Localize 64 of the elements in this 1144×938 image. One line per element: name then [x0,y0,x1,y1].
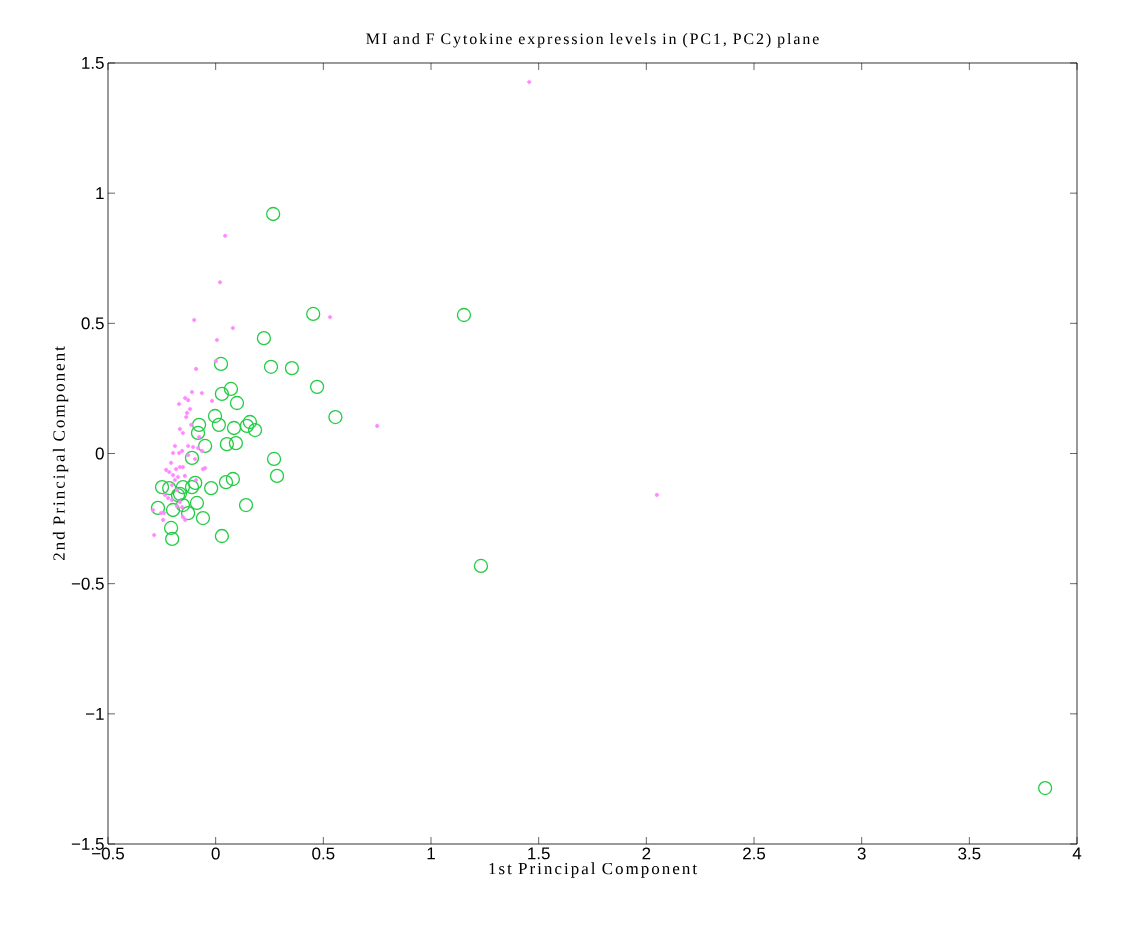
x-tick-label: 4 [1072,847,1082,860]
point [165,502,181,518]
x-tick-label: 3 [857,847,866,860]
point [247,422,263,438]
point [191,417,207,433]
y-tick-label: 0.5 [81,317,104,330]
point [225,471,241,487]
point [269,468,285,484]
y-tick-label: 1.5 [82,57,104,69]
point [219,436,235,452]
y-tick-label: 1 [96,187,104,199]
point [456,307,472,323]
y-axis-title: 2nd Principal Component [52,346,69,561]
point [203,480,219,496]
point [213,356,229,372]
x-tick-label: 0 [211,847,220,860]
point [189,495,205,511]
point [175,479,191,495]
point [1037,780,1053,796]
point [195,510,211,526]
y-tick-label: −1 [86,708,104,720]
x-tick-label: 1.5 [528,847,550,860]
point [263,359,279,374]
point [190,425,206,441]
point [211,417,227,433]
point [163,520,179,536]
point [180,505,196,521]
point [214,528,230,544]
x-tick-label: 2 [642,847,651,860]
point [226,420,242,436]
point [154,479,170,495]
point [306,306,321,322]
point [188,475,203,491]
point [266,451,282,467]
point [229,395,245,411]
point [242,414,258,430]
x-axis-title: 1st Principal Component [489,862,697,878]
point [238,497,254,513]
point [328,409,343,425]
point [150,500,166,516]
point [309,379,325,394]
point [266,206,281,222]
point [218,474,234,490]
y-tick-label: 0 [95,447,104,460]
x-tick-label: 1 [427,847,435,860]
point [214,386,230,402]
point [162,480,177,496]
point [184,450,200,466]
point [256,331,272,346]
point [228,435,244,451]
point [239,418,255,434]
point [165,531,180,547]
point [223,381,239,397]
x-tick-label: 0.5 [312,847,335,860]
x-tick-label: 3.5 [958,847,981,860]
point [207,408,223,424]
chart-title: MI and F Cytokine expression levels in (PC1, PC2) plane [366,32,819,48]
x-tick-label: 2.5 [743,847,766,860]
point [175,497,191,513]
point [473,558,489,574]
point [284,360,300,376]
point [184,479,200,495]
point [197,438,213,454]
y-tick-label: −0.5 [71,577,104,590]
